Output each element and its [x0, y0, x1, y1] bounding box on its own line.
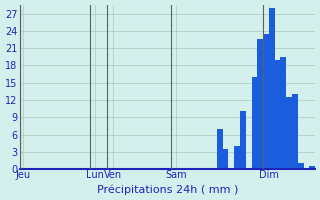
- Bar: [292, 94, 298, 169]
- Bar: [298, 163, 304, 169]
- Bar: [257, 39, 263, 169]
- Bar: [309, 166, 315, 169]
- Bar: [280, 57, 286, 169]
- X-axis label: Précipitations 24h ( mm ): Précipitations 24h ( mm ): [97, 185, 238, 195]
- Bar: [275, 60, 280, 169]
- Bar: [217, 129, 223, 169]
- Bar: [286, 97, 292, 169]
- Bar: [223, 149, 228, 169]
- Bar: [240, 111, 246, 169]
- Bar: [269, 8, 275, 169]
- Bar: [263, 34, 269, 169]
- Bar: [252, 77, 257, 169]
- Bar: [234, 146, 240, 169]
